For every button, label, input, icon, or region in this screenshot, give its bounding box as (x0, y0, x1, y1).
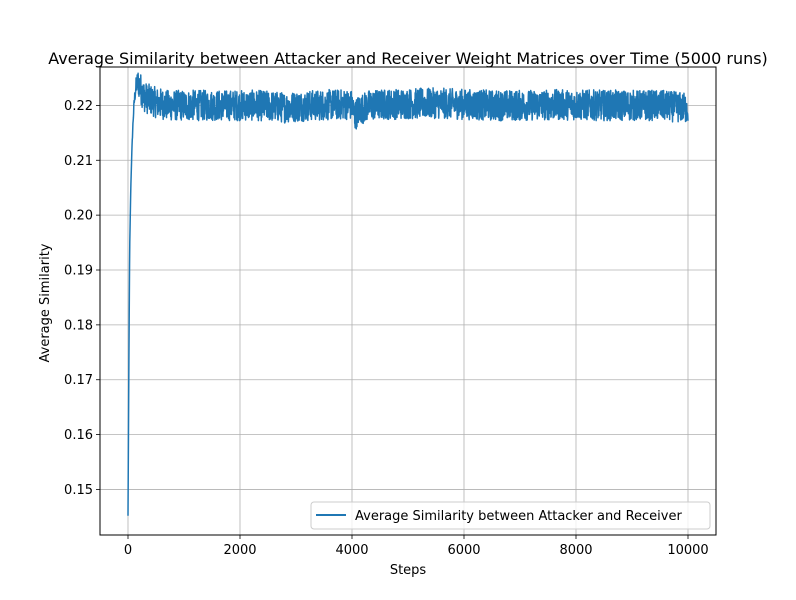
x-tick-label: 8000 (559, 543, 592, 558)
y-axis-label: Average Similarity (38, 243, 53, 362)
x-tick-label: 4000 (335, 543, 368, 558)
y-tick-label: 0.15 (64, 483, 93, 498)
plot-frame (99, 66, 717, 536)
legend: Average Similarity between Attacker and … (310, 501, 711, 530)
y-tick-label: 0.21 (64, 154, 93, 169)
x-tick-label: 6000 (447, 543, 480, 558)
y-tick-label: 0.22 (64, 99, 93, 114)
x-tick-label: 2000 (223, 543, 256, 558)
y-tick-label: 0.18 (64, 318, 93, 333)
y-tick-label: 0.20 (64, 209, 93, 224)
x-tick-label: 10000 (667, 543, 708, 558)
x-axis-label: Steps (390, 563, 427, 578)
x-tick-label: 0 (124, 543, 132, 558)
axis-ticks: 0 2000 4000 6000 8000 10000 0.15 0.16 0.17 0.18 0.… (64, 99, 709, 558)
series-line (127, 72, 689, 516)
y-tick-label: 0.19 (64, 264, 93, 279)
y-tick-label: 0.17 (64, 373, 93, 388)
legend-box (310, 501, 711, 530)
y-tick-label: 0.16 (64, 428, 93, 443)
legend-label: Average Similarity between Attacker and … (355, 509, 682, 524)
chart-title: Average Similarity between Attacker and … (48, 49, 768, 68)
series-layer (127, 72, 689, 516)
